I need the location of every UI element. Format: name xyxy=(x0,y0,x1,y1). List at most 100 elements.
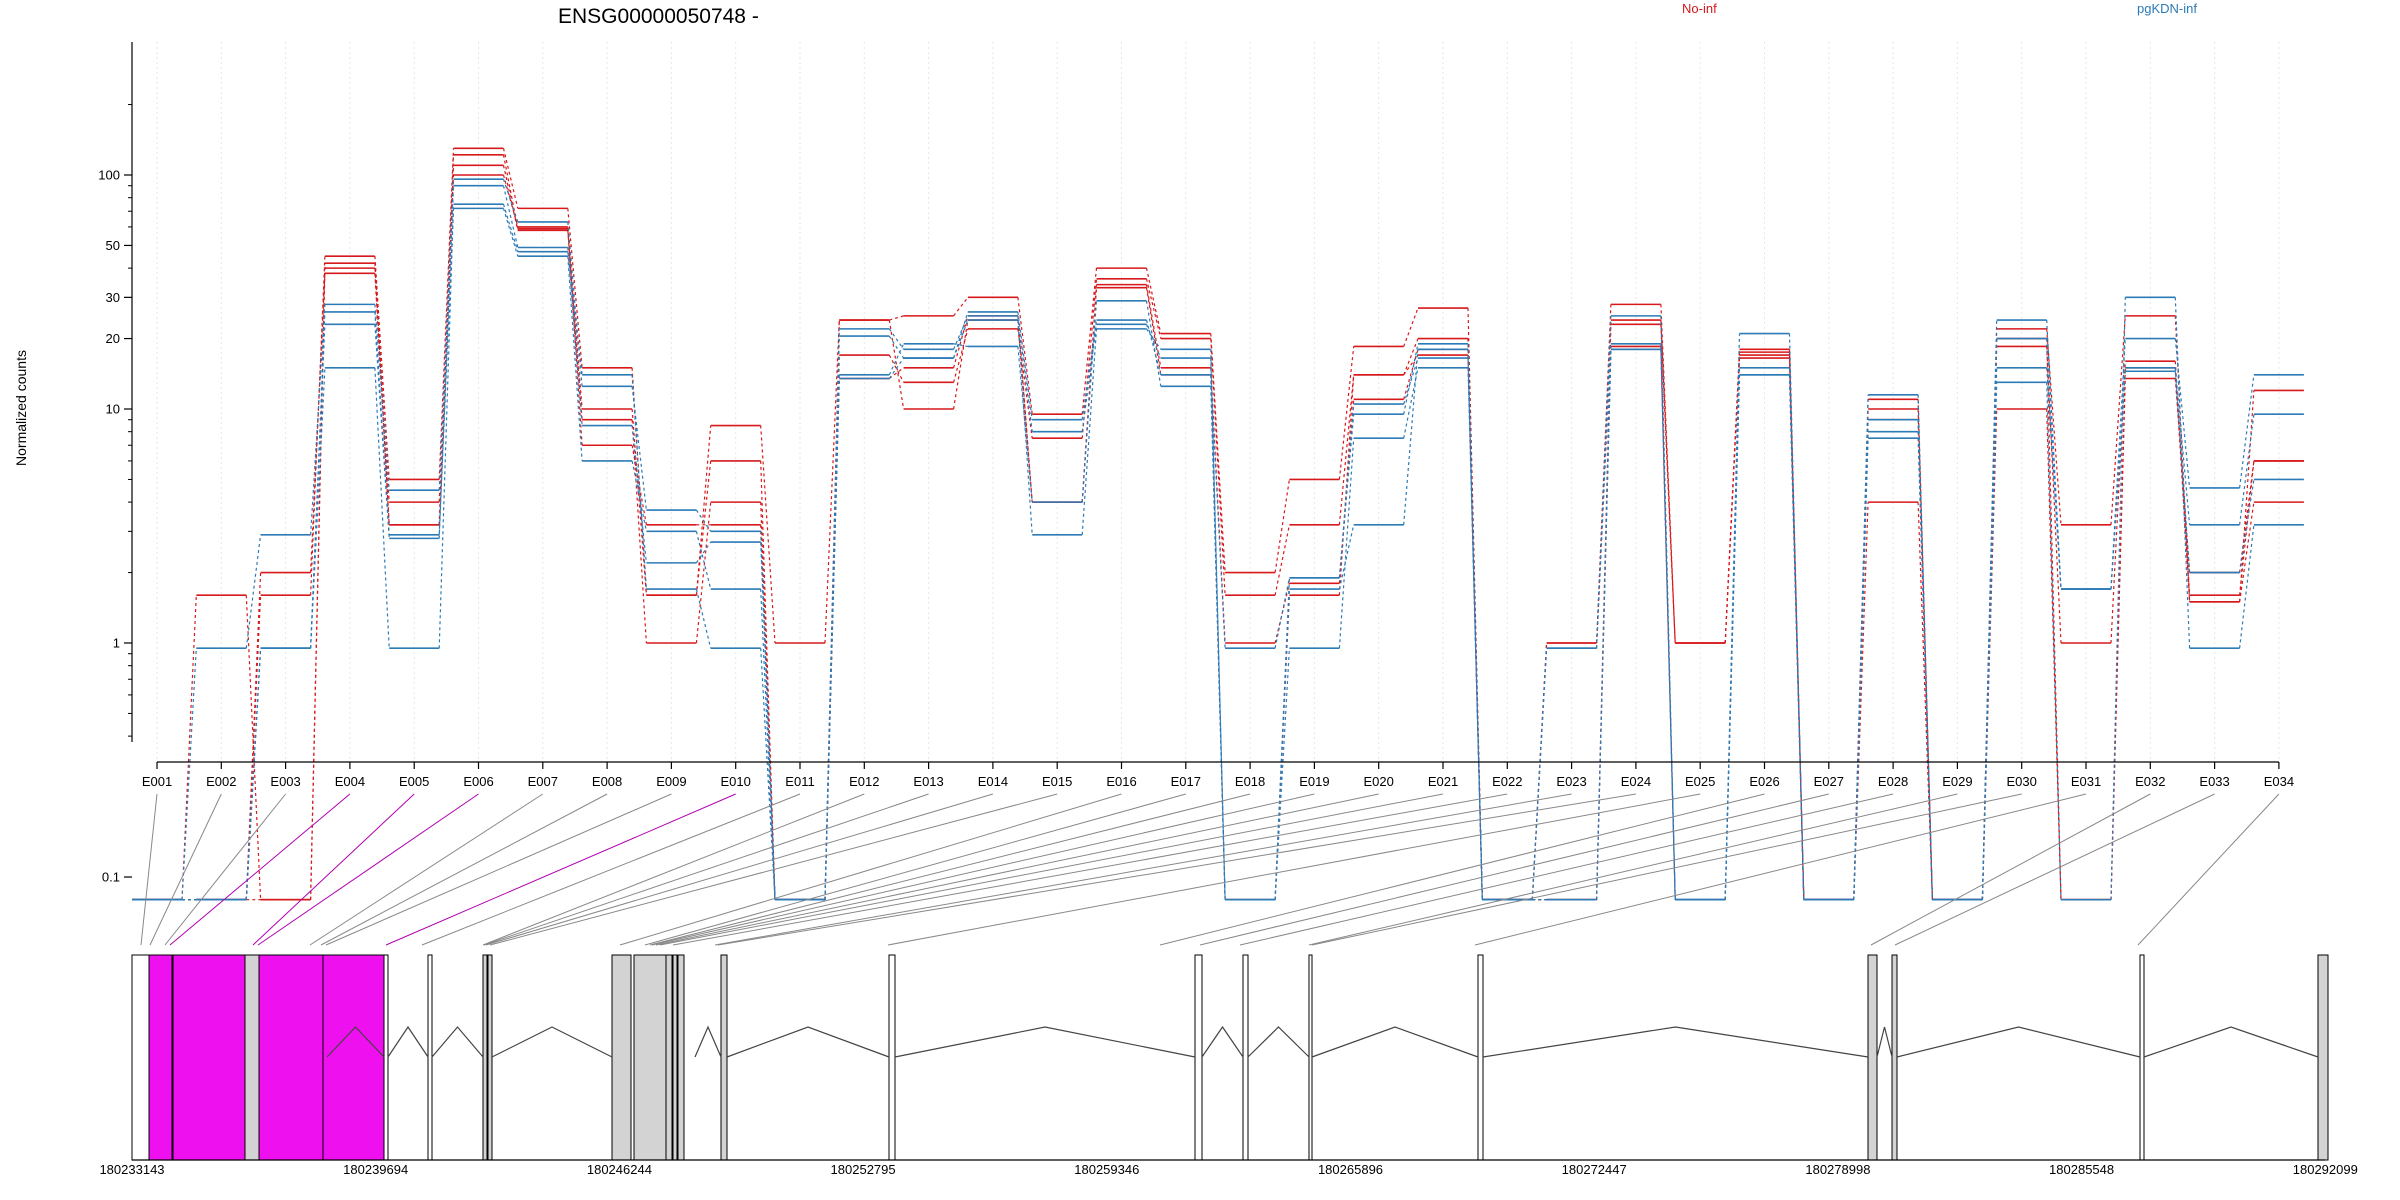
exon-connector-line xyxy=(887,793,1701,946)
exon-connector-line xyxy=(1311,793,2022,946)
exon-connector-line xyxy=(320,793,608,946)
genomic-coordinate-label: 180292099 xyxy=(2293,1162,2358,1177)
exon-box xyxy=(1891,954,1898,1161)
series-4 xyxy=(132,174,2304,901)
axes: 0.1 1 10 20 30 50 100 E001 E002 E003 E004 E005 E006 E… xyxy=(98,42,2294,885)
exon-box xyxy=(383,954,389,1161)
genomic-coordinate-label: 180278998 xyxy=(1805,1162,1870,1177)
intron-line xyxy=(726,1026,890,1058)
y-axis-label: Normalized counts xyxy=(13,350,29,466)
x-tick-label: E025 xyxy=(1685,774,1715,789)
series-segments xyxy=(132,184,2304,901)
exon-connector-line xyxy=(672,793,1508,946)
exon-connector-line xyxy=(619,793,1122,946)
exon-connector-line xyxy=(644,793,1186,946)
x-tick-label: E002 xyxy=(206,774,236,789)
x-tick-label: E023 xyxy=(1556,774,1586,789)
exon-box xyxy=(1242,954,1249,1161)
exon-connector-line xyxy=(651,793,1315,946)
exon-connector-line xyxy=(1159,793,1765,946)
x-tick-label: E007 xyxy=(528,774,558,789)
series-segments xyxy=(132,178,2304,901)
exon-box xyxy=(131,954,150,1161)
exon-box xyxy=(665,954,673,1161)
exon-box xyxy=(427,954,433,1161)
exon-connector-line xyxy=(649,793,1251,946)
x-tick-label: E019 xyxy=(1299,774,1329,789)
genomic-coordinate-label: 180265896 xyxy=(1318,1162,1383,1177)
series-6 xyxy=(132,184,2304,901)
x-tick-label: E017 xyxy=(1171,774,1201,789)
intron-line xyxy=(326,1026,385,1058)
series-3 xyxy=(132,164,2304,901)
series-8 xyxy=(132,207,2304,901)
exon-box xyxy=(487,954,493,1161)
x-tick-label: E029 xyxy=(1942,774,1972,789)
x-tick-label: E013 xyxy=(913,774,943,789)
exon-box xyxy=(1308,954,1313,1161)
y-tick-label: 100 xyxy=(98,168,120,183)
x-tick-label: E031 xyxy=(2071,774,2101,789)
series-connectors xyxy=(182,204,2255,901)
x-tick-label: E027 xyxy=(1814,774,1844,789)
exon-connector-line xyxy=(483,793,929,946)
x-tick-label: E024 xyxy=(1621,774,1651,789)
x-tick-label: E005 xyxy=(399,774,429,789)
series-segments xyxy=(132,164,2304,901)
x-tick-label: E020 xyxy=(1364,774,1394,789)
exon-connector-line xyxy=(257,793,479,946)
exon-connector-line xyxy=(164,793,286,946)
x-tick-label: E015 xyxy=(1042,774,1072,789)
y-tick-label: 30 xyxy=(106,290,120,305)
legend-label-pgkdn-inf: pgKDN-inf xyxy=(2137,1,2197,16)
exon-box xyxy=(2317,954,2329,1161)
exon-connector-line xyxy=(385,793,736,946)
series-lines xyxy=(132,147,2304,901)
series-segments xyxy=(132,174,2304,901)
x-tick-label: E003 xyxy=(270,774,300,789)
series-segments xyxy=(132,203,2304,901)
series-connectors xyxy=(182,185,2255,901)
intron-line xyxy=(694,1025,722,1058)
intron-line xyxy=(1896,1026,2141,1058)
series-connectors xyxy=(182,174,2255,901)
exon-box xyxy=(322,954,389,1161)
exon-connector-line xyxy=(140,793,158,946)
exon-connector-line xyxy=(1474,793,2087,946)
exon-connector-line xyxy=(1239,793,1894,946)
exon-box xyxy=(244,954,260,1161)
intron-line xyxy=(1311,1026,1479,1058)
exon-box xyxy=(482,954,488,1161)
y-tick-label: 10 xyxy=(106,402,120,417)
exon-connector-line xyxy=(659,793,1444,946)
x-tick-label: E018 xyxy=(1235,774,1265,789)
exon-connector-line xyxy=(1308,793,1958,946)
x-tick-label: E034 xyxy=(2264,774,2294,789)
x-tick-label: E016 xyxy=(1106,774,1136,789)
exon-box xyxy=(2139,954,2145,1161)
genomic-coordinate-label: 180233143 xyxy=(99,1162,164,1177)
series-connectors xyxy=(182,165,2255,901)
exon-box xyxy=(720,954,728,1161)
intron-line xyxy=(1247,1026,1310,1058)
x-tick-label: E014 xyxy=(978,774,1008,789)
x-tick-label: E028 xyxy=(1878,774,1908,789)
series-connectors xyxy=(181,178,2255,900)
exon-connector-line xyxy=(655,793,1379,946)
exon-box xyxy=(672,954,678,1161)
exon-box xyxy=(677,954,685,1161)
series-7 xyxy=(132,203,2304,901)
x-tick-label: E008 xyxy=(592,774,622,789)
x-tick-label: E011 xyxy=(785,774,814,789)
x-tick-label: E021 xyxy=(1428,774,1458,789)
intron-line xyxy=(431,1026,484,1058)
exon-box xyxy=(1194,954,1203,1161)
series-segments xyxy=(132,207,2304,901)
exon-connector-line xyxy=(717,793,1636,946)
y-tick-label: 50 xyxy=(106,238,120,253)
exon-box xyxy=(888,954,896,1161)
intron-line xyxy=(387,1025,429,1058)
genomic-coordinate-label: 180259346 xyxy=(1074,1162,1139,1177)
x-tick-label: E030 xyxy=(2007,774,2037,789)
